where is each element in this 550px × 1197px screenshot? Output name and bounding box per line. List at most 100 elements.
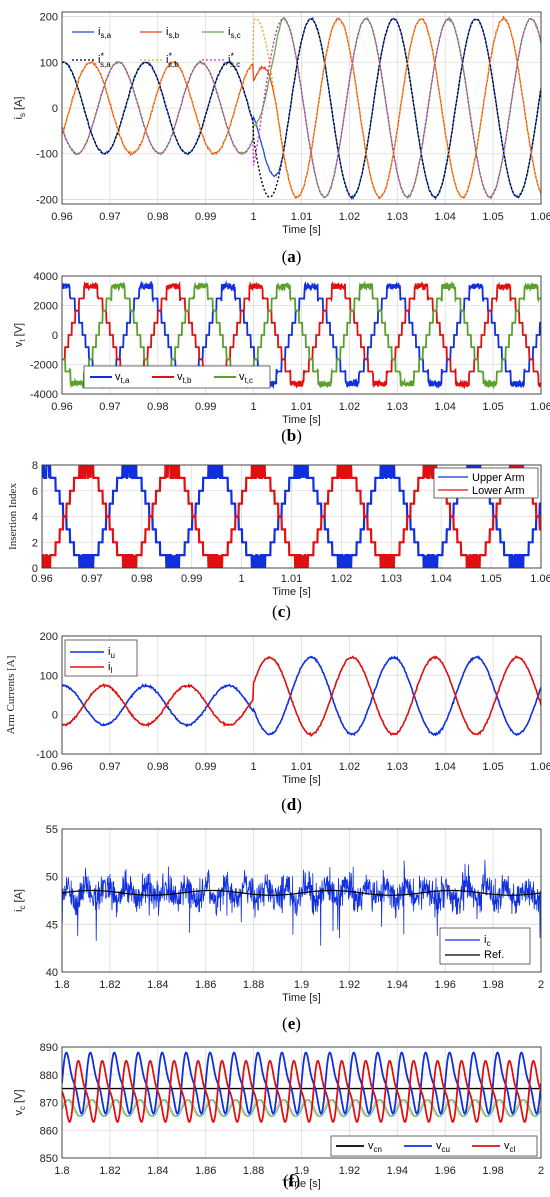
x-tick-label: 1 (239, 573, 245, 585)
x-tick-label: 1.02 (339, 401, 360, 413)
x-tick-label: 1.94 (387, 1165, 408, 1177)
y-tick-label: 0 (52, 710, 58, 722)
x-tick-label: 1.02 (339, 761, 360, 773)
y-axis-label: ic [A] (13, 889, 27, 912)
x-tick-label: 1.96 (434, 1165, 455, 1177)
x-axis-label: Time [s] (282, 992, 321, 1004)
plot-frame (61, 11, 542, 205)
y-tick-label: 0 (32, 563, 38, 575)
legend-label: vt,a (115, 371, 130, 385)
x-tick-label: 1.04 (430, 573, 451, 585)
x-tick-label: 1.02 (331, 573, 352, 585)
panel-caption: (b) (281, 426, 302, 445)
x-axis-label: Time [s] (282, 414, 321, 426)
panel-caption: (d) (281, 795, 302, 814)
x-tick-label: 1.84 (147, 1165, 168, 1177)
series-line (62, 1099, 541, 1117)
legend-label: Ref. (484, 949, 504, 961)
x-tick-label: 1 (251, 211, 257, 223)
x-tick-label: 1.86 (195, 979, 216, 991)
x-tick-label: 1.03 (381, 573, 402, 585)
x-tick-label: 1.88 (243, 1165, 264, 1177)
x-tick-label: 0.99 (181, 573, 202, 585)
x-tick-label: 1.82 (99, 1165, 120, 1177)
y-tick-label: 4 (32, 512, 38, 524)
legend-box (330, 1135, 538, 1157)
x-tick-label: 1.03 (387, 211, 408, 223)
legend-label: i* s,a (98, 51, 111, 69)
legend-label: is,b (166, 26, 180, 40)
chart-panel-c: 0.96 0.97 0.98 0.99 1 1.01 1.02 1.03 1.04 1.05 1.0… (7, 460, 550, 598)
legend: is,a is,b is,c i* s,a i* s,b i* s,c (72, 26, 241, 69)
y-tick-label: 4000 (34, 271, 58, 283)
legend-box (433, 467, 539, 499)
x-tick-label: 1.86 (195, 1165, 216, 1177)
y-tick-label: -4000 (30, 389, 58, 401)
plot-frame (61, 1046, 542, 1159)
series-line (62, 16, 541, 201)
x-axis-label: Time [s] (272, 586, 311, 598)
x-tick-label: 1.8 (54, 979, 69, 991)
x-tick-label: 1.05 (482, 401, 503, 413)
x-tick-label: 0.98 (147, 761, 168, 773)
series-line (62, 1099, 541, 1117)
chart-panel-e: 1.8 1.82 1.84 1.86 1.88 1.9 1.92 1.94 1.96 1.98 2 4… (13, 824, 544, 1004)
y-tick-label: 100 (40, 670, 58, 682)
x-tick-label: 1.92 (339, 1165, 360, 1177)
y-tick-label: 880 (40, 1070, 58, 1082)
series-line (62, 1059, 541, 1123)
x-tick-label: 0.97 (99, 401, 120, 413)
y-tick-label: 8 (32, 460, 38, 472)
x-tick-label: 1.06 (530, 573, 550, 585)
chart-panel-f: 1.8 1.82 1.84 1.86 1.88 1.9 1.92 1.94 1.96 1.98 2 8… (13, 1042, 544, 1190)
x-tick-label: 0.99 (195, 401, 216, 413)
y-tick-label: 870 (40, 1098, 58, 1110)
x-tick-label: 1.9 (294, 1165, 309, 1177)
y-tick-label: -100 (36, 749, 58, 761)
x-tick-label: 1.01 (291, 761, 312, 773)
x-tick-label: 1.05 (482, 761, 503, 773)
y-tick-label: -100 (36, 149, 58, 161)
x-tick-label: 1 (251, 401, 257, 413)
series-line (62, 18, 541, 198)
series-group (62, 15, 541, 201)
x-tick-label: 1.05 (480, 573, 501, 585)
series-group (62, 1051, 541, 1123)
y-tick-label: 2 (32, 537, 38, 549)
x-tick-label: 0.96 (31, 573, 52, 585)
x-tick-label: 1.82 (99, 979, 120, 991)
legend-label: i* s,b (166, 51, 179, 69)
x-tick-label: 1.05 (482, 211, 503, 223)
panel-caption: (e) (282, 1014, 301, 1033)
y-tick-label: 40 (46, 967, 58, 979)
x-tick-label: 0.97 (81, 573, 102, 585)
x-tick-label: 0.99 (195, 761, 216, 773)
x-tick-label: 0.96 (51, 761, 72, 773)
x-tick-label: 1.03 (387, 401, 408, 413)
y-tick-label: 45 (46, 919, 58, 931)
x-tick-label: 0.99 (195, 211, 216, 223)
x-tick-label: 0.96 (51, 211, 72, 223)
y-tick-label: 55 (46, 824, 58, 836)
x-tick-label: 1.84 (147, 979, 168, 991)
y-tick-label: 850 (40, 1153, 58, 1165)
x-tick-label: 1.06 (530, 761, 550, 773)
x-axis-label: Time [s] (282, 224, 321, 236)
x-tick-label: 0.97 (99, 761, 120, 773)
series-group (62, 859, 541, 946)
series-line (62, 280, 541, 390)
y-axis-label: Insertion Index (7, 483, 19, 550)
y-tick-label: 50 (46, 872, 58, 884)
y-tick-label: 0 (52, 330, 58, 342)
legend-label: is,c (228, 26, 241, 40)
x-tick-label: 1.04 (434, 401, 455, 413)
legend-label: i* s,c (228, 51, 240, 69)
series-line (62, 859, 541, 946)
y-tick-label: 6 (32, 486, 38, 498)
panel-caption: (a) (282, 247, 302, 266)
legend: vt,a vt,b vt,c (83, 365, 271, 389)
x-axis-label: Time [s] (282, 1178, 321, 1190)
panel-caption: (c) (272, 602, 291, 621)
legend-box (439, 927, 531, 965)
